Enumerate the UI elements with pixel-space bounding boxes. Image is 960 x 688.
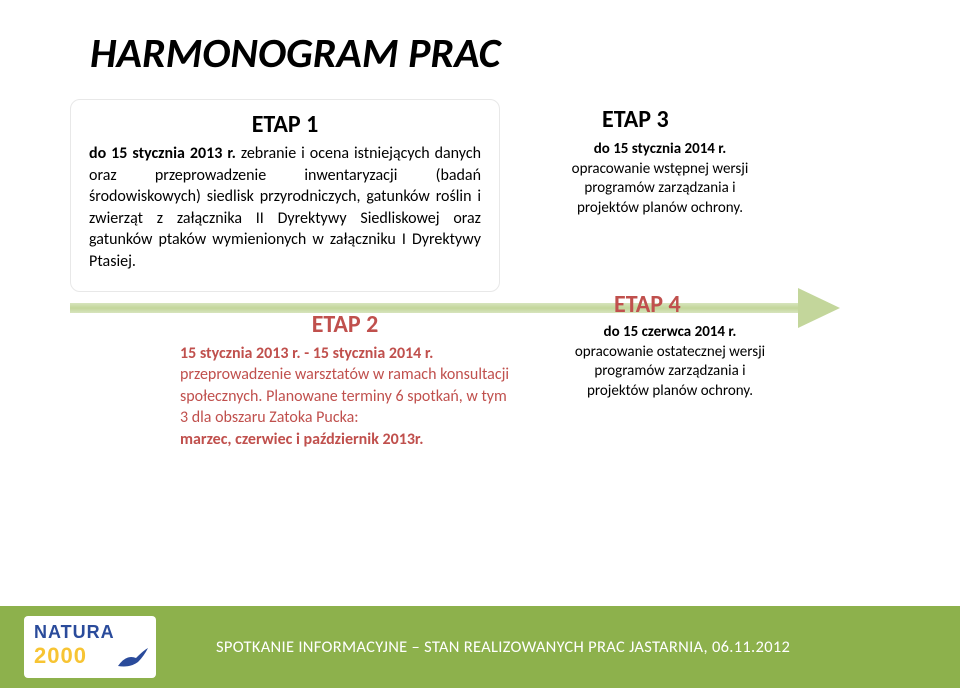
etap3-date: do 15 stycznia 2014 r. <box>594 140 727 158</box>
etap4-text: opracowanie ostatecznej wersji programów… <box>575 343 765 400</box>
etap2-date: 15 stycznia 2013 r. - 15 stycznia 2014 r… <box>180 344 433 363</box>
etap2-heading: ETAP 2 <box>180 310 510 339</box>
etap1-heading: ETAP 1 <box>89 110 481 139</box>
etap4-block: ETAP 4 do 15 czerwca 2014 r. opracowanie… <box>570 290 840 401</box>
etap4-body: do 15 czerwca 2014 r. opracowanie ostate… <box>570 323 770 401</box>
etap1-box: ETAP 1 do 15 stycznia 2013 r. zebranie i… <box>70 99 500 292</box>
etap2-line2: marzec, czerwiec i październik 2013r. <box>180 430 423 449</box>
etap2-body: 15 stycznia 2013 r. - 15 stycznia 2014 r… <box>180 343 510 451</box>
etap4-date: do 15 czerwca 2014 r. <box>604 323 737 341</box>
etap2-line1: przeprowadzenie warsztatów w ramach kons… <box>180 365 509 427</box>
content-area: ETAP 1 do 15 stycznia 2013 r. zebranie i… <box>0 79 960 451</box>
etap1-date: do 15 stycznia 2013 r. <box>89 144 236 163</box>
etap3-text: opracowanie wstępnej wersji programów za… <box>572 160 749 217</box>
etap3-heading: ETAP 3 <box>570 105 840 134</box>
footer-bar: NATURA 2000 SPOTKANIE INFORMACYJNE – STA… <box>0 606 960 688</box>
right-column: ETAP 3 do 15 stycznia 2014 r. opracowani… <box>570 99 840 451</box>
etap4-heading: ETAP 4 <box>570 290 840 319</box>
logo-text-top: NATURA <box>24 616 156 643</box>
etap1-text: zebranie i ocena istniejących danych ora… <box>89 144 481 271</box>
etap3-block: ETAP 3 do 15 stycznia 2014 r. opracowani… <box>570 105 840 218</box>
etap3-body: do 15 stycznia 2014 r. opracowanie wstęp… <box>570 140 750 218</box>
etap2-block: ETAP 2 15 stycznia 2013 r. - 15 stycznia… <box>180 310 510 451</box>
etap1-body: do 15 stycznia 2013 r. zebranie i ocena … <box>89 143 481 273</box>
bird-icon <box>116 646 150 674</box>
footer-text: SPOTKANIE INFORMACYJNE – STAN REALIZOWAN… <box>216 637 790 657</box>
left-column: ETAP 1 do 15 stycznia 2013 r. zebranie i… <box>70 99 540 451</box>
natura2000-logo: NATURA 2000 <box>24 616 156 678</box>
page-title: HARMONOGRAM PRAC <box>0 0 960 79</box>
